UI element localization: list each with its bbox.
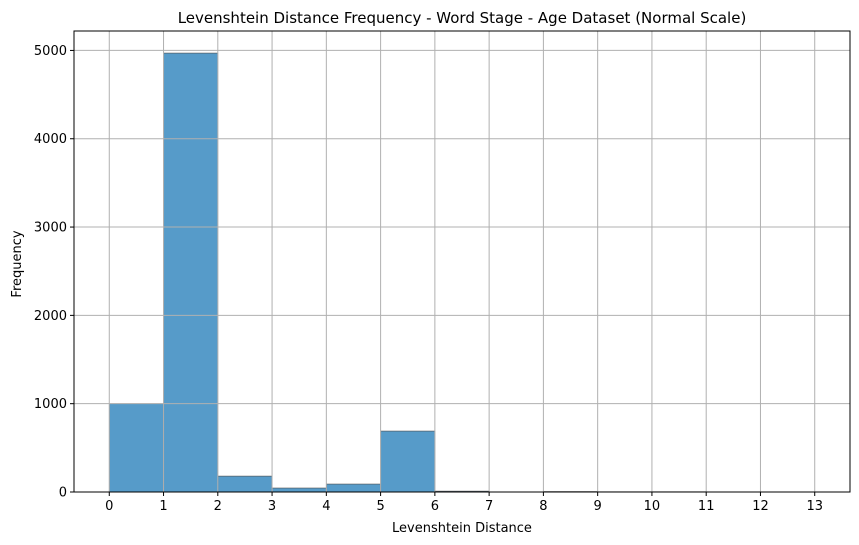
x-tick-label: 5 bbox=[376, 499, 384, 514]
x-tick-label: 3 bbox=[268, 499, 276, 514]
bars bbox=[108, 52, 707, 493]
x-tick-label: 0 bbox=[105, 499, 113, 514]
x-tick-label: 12 bbox=[752, 499, 769, 514]
y-tick-label: 0 bbox=[59, 486, 67, 501]
plot-frame bbox=[73, 30, 851, 493]
y-axis-label: Frequency bbox=[10, 230, 25, 297]
x-tick-label: 8 bbox=[539, 499, 547, 514]
x-axis-label: Levenshtein Distance bbox=[392, 521, 532, 536]
histogram-bar bbox=[380, 430, 436, 493]
y-tick-label: 3000 bbox=[34, 221, 67, 236]
chart-title: Levenshtein Distance Frequency - Word St… bbox=[178, 9, 747, 27]
x-tick-label: 2 bbox=[214, 499, 222, 514]
y-tick-label: 4000 bbox=[34, 132, 67, 147]
histogram-bar bbox=[326, 483, 381, 493]
histogram-bar bbox=[163, 52, 219, 493]
x-tick-label: 6 bbox=[431, 499, 439, 514]
grid bbox=[74, 31, 850, 493]
y-tick-label: 5000 bbox=[34, 44, 67, 59]
y-tick-label: 1000 bbox=[34, 397, 67, 412]
histogram-bar bbox=[217, 475, 273, 493]
x-tick-label: 11 bbox=[698, 499, 715, 514]
x-tick-label: 4 bbox=[322, 499, 330, 514]
histogram-bar bbox=[271, 487, 327, 493]
x-tick-label: 7 bbox=[485, 499, 493, 514]
x-tick-label: 1 bbox=[159, 499, 167, 514]
x-tick-label: 13 bbox=[806, 499, 823, 514]
histogram-bar bbox=[108, 403, 164, 493]
x-tick-label: 9 bbox=[594, 499, 602, 514]
y-tick-label: 2000 bbox=[34, 309, 67, 324]
x-tick-label: 10 bbox=[644, 499, 661, 514]
